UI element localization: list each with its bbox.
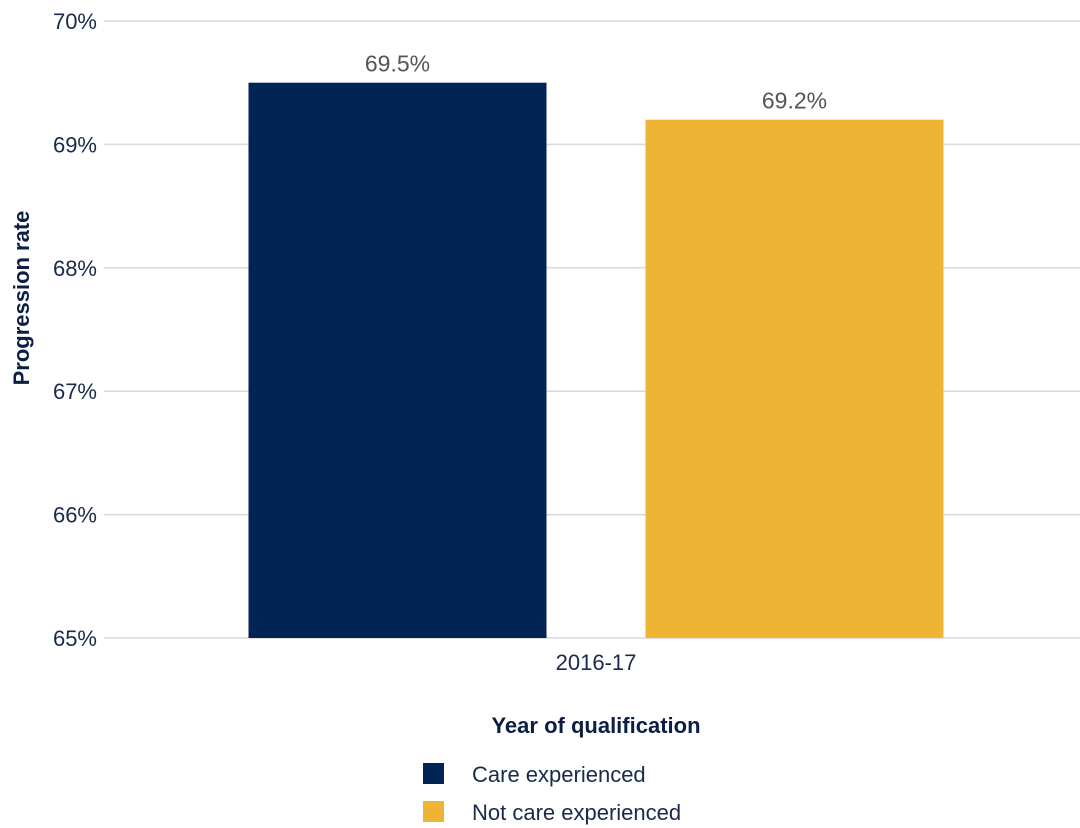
data-label: 69.5% <box>365 51 430 77</box>
y-tick-label: 65% <box>53 626 97 651</box>
y-tick-label: 66% <box>53 503 97 528</box>
y-axis-title: Progression rate <box>9 211 34 386</box>
bar-care-experienced <box>248 82 547 638</box>
y-tick-label: 67% <box>53 379 97 404</box>
legend-label-care-experienced: Care experienced <box>472 762 646 787</box>
legend-swatch-not-care-experienced <box>423 801 444 822</box>
bars <box>248 82 944 639</box>
x-axis-ticks: 2016-17 <box>556 650 637 675</box>
bar-not-care-experienced <box>645 119 944 639</box>
y-tick-label: 68% <box>53 256 97 281</box>
legend-label-not-care-experienced: Not care experienced <box>472 800 681 825</box>
legend: Care experienced Not care experienced <box>423 762 681 825</box>
x-tick-label: 2016-17 <box>556 650 637 675</box>
x-axis-title: Year of qualification <box>491 713 700 738</box>
legend-swatch-care-experienced <box>423 763 444 784</box>
y-tick-label: 69% <box>53 132 97 157</box>
y-axis-ticks: 65% 66% 67% 68% 69% 70% <box>53 9 97 651</box>
data-label: 69.2% <box>762 88 827 114</box>
y-tick-label: 70% <box>53 9 97 34</box>
data-labels: 69.5% 69.2% <box>365 51 827 114</box>
